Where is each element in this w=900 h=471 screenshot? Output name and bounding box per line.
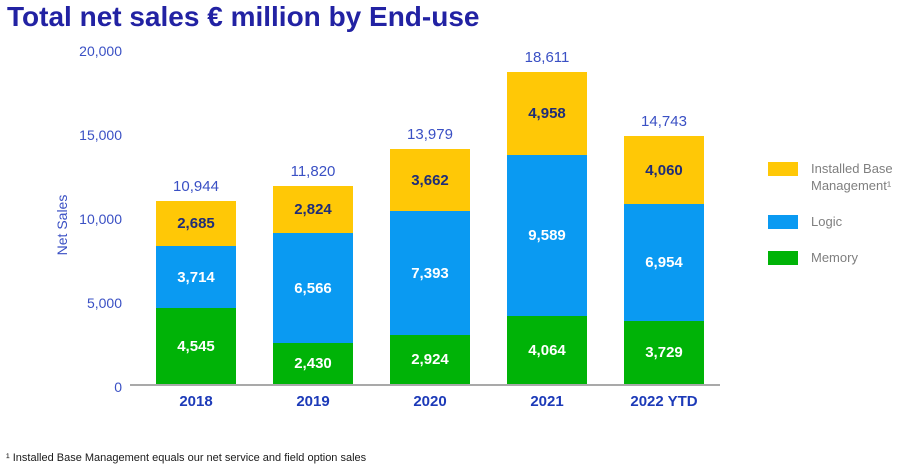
segment-value-label: 2,685 [177,215,215,232]
bar-2020: 2,924 7,393 3,662 [390,149,470,384]
bar-2021: 4,064 9,589 4,958 [507,72,587,384]
y-tick-label: 0 [114,379,122,395]
legend-swatch [768,251,798,265]
segment-value-label: 7,393 [411,264,449,282]
plot-area: 4,545 3,714 2,685 10,944 2,430 6,566 2,824 11,8… [130,49,720,386]
category-label-2021: 2021 [530,393,564,410]
legend-label: Memory [811,250,858,265]
bar-segment-logic-2022-ytd: 6,954 [624,204,704,321]
chart-title: Total net sales € million by End-use [7,1,480,32]
legend-item-memory: Memory [768,249,900,266]
bar-segment-installed-base-management-2018: 2,685 [156,201,236,246]
category-label-2020: 2020 [413,393,447,410]
legend-swatch [768,162,798,176]
total-label-2020: 13,979 [407,126,453,143]
bar-2022-ytd: 3,729 6,954 4,060 [624,136,704,384]
bar-segment-installed-base-management-2022-ytd: 4,060 [624,136,704,204]
bar-segment-memory-2021: 4,064 [507,316,587,384]
bar-2019: 2,430 6,566 2,824 [273,186,353,384]
total-label-2018: 10,944 [173,178,219,195]
segment-value-label: 3,662 [411,171,449,189]
bar-segment-logic-2021: 9,589 [507,155,587,316]
y-tick-label: 5,000 [86,295,122,311]
bar-segment-installed-base-management-2020: 3,662 [390,149,470,211]
bar-segment-logic-2019: 6,566 [273,233,353,343]
bar-segment-logic-2020: 7,393 [390,211,470,335]
footnote: ¹ Installed Base Management equals our n… [6,452,367,464]
legend-swatch [768,215,798,229]
bar-segment-memory-2020: 2,924 [390,335,470,384]
category-label-2019: 2019 [296,393,330,410]
legend-item-logic: Logic [768,213,900,230]
segment-value-label: 3,729 [645,344,683,361]
bar-2018: 4,545 3,714 2,685 [156,201,236,384]
legend-label: Installed Base Management¹ [811,161,893,193]
segment-value-label: 2,924 [411,351,449,368]
y-tick-label: 10,000 [79,211,122,227]
segment-value-label: 6,954 [645,254,683,271]
bar-segment-memory-2018: 4,545 [156,308,236,384]
segment-value-label: 6,566 [294,279,332,297]
legend-item-installed-base-management: Installed Base Management¹ [768,160,900,194]
segment-value-label: 4,064 [528,341,566,359]
total-label-2019: 11,820 [290,163,336,180]
segment-value-label: 4,958 [528,105,566,122]
total-label-2022-ytd: 14,743 [641,113,687,130]
category-label-2018: 2018 [179,393,213,410]
segment-value-label: 9,589 [528,227,566,244]
segment-value-label: 4,545 [177,337,215,355]
y-tick-label: 15,000 [79,127,122,143]
bar-segment-installed-base-management-2019: 2,824 [273,186,353,233]
legend-label: Logic [811,214,843,229]
bar-segment-logic-2018: 3,714 [156,246,236,308]
total-label-2021: 18,611 [524,49,570,66]
bar-segment-memory-2022-ytd: 3,729 [624,321,704,384]
segment-value-label: 4,060 [645,161,683,179]
legend: Installed Base Management¹ Logic Memory [768,160,900,266]
segment-value-label: 3,714 [177,268,215,286]
bar-segment-installed-base-management-2021: 4,958 [507,72,587,155]
category-label-2022-ytd: 2022 YTD [630,393,698,410]
bar-segment-memory-2019: 2,430 [273,343,353,384]
segment-value-label: 2,430 [294,355,332,372]
y-tick-label: 20,000 [79,43,122,59]
segment-value-label: 2,824 [294,201,332,218]
